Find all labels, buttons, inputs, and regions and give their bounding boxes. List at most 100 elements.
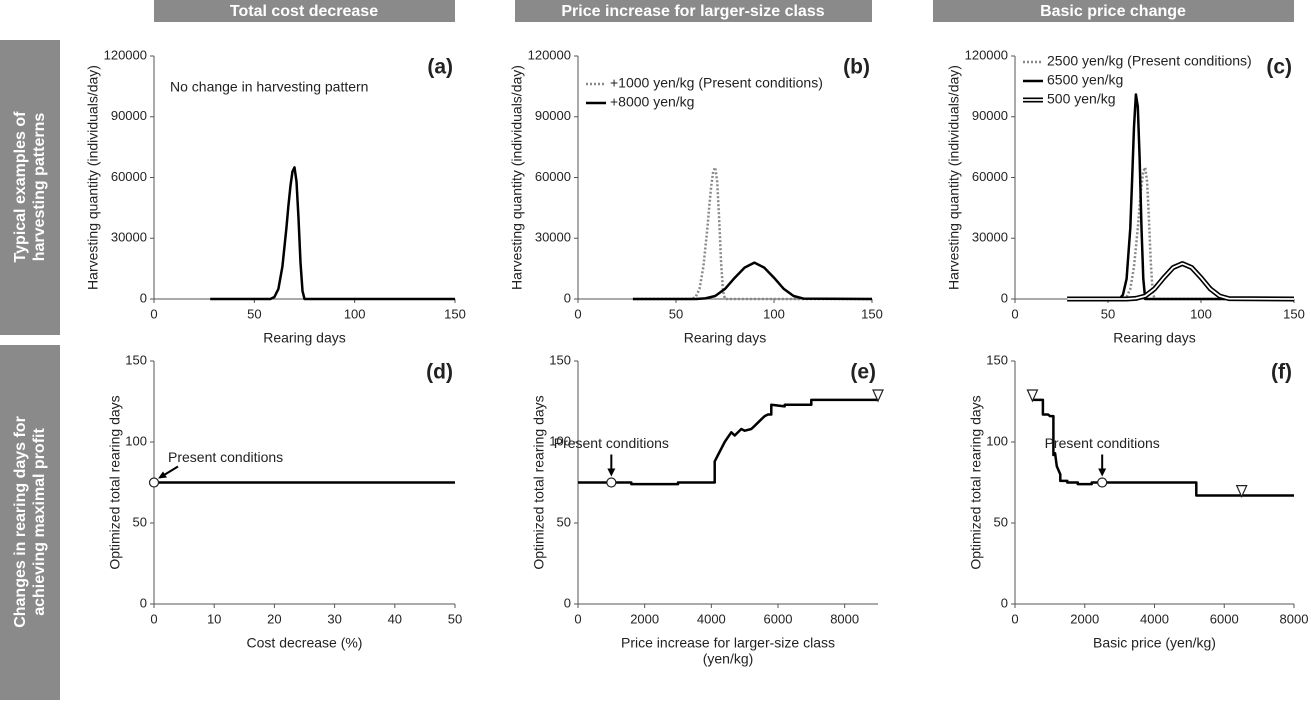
y-tick-label: 50 [557,514,571,529]
row-header-bar [0,345,60,700]
y-tick-label: 50 [133,514,147,529]
x-tick-label: 100 [344,306,366,321]
y-axis-title: Harvesting quantity (individuals/day) [85,65,101,290]
x-axis-title: Rearing days [263,330,346,346]
x-tick-label: 50 [1101,306,1115,321]
column-header-bar [515,0,872,22]
y-axis-title: Optimized total rearing days [107,395,123,569]
column-header-bar [933,0,1294,22]
y-tick-label: 100 [986,433,1008,448]
x-axis-title: (yen/kg) [703,651,754,667]
y-tick-label: 30000 [972,230,1008,245]
y-tick-label: 60000 [111,169,147,184]
panel-label: (e) [850,361,876,384]
x-tick-label: 100 [763,306,785,321]
annotation: No change in harvesting pattern [170,79,368,95]
x-tick-label: 2000 [1070,611,1099,626]
y-tick-label: 90000 [535,108,571,123]
arrow-head [607,468,616,477]
panel-label: (b) [843,56,870,79]
series-line [578,398,878,486]
panel-label: (f) [1271,361,1292,384]
legend-label: 500 yen/kg [1047,91,1116,107]
x-tick-label: 2000 [630,611,659,626]
y-tick-label: 120000 [528,47,571,62]
y-tick-label: 0 [140,290,147,305]
y-tick-label: 30000 [535,230,571,245]
x-axis-title: Basic price (yen/kg) [1093,635,1216,651]
x-tick-label: 0 [574,306,581,321]
x-tick-label: 100 [1190,306,1212,321]
x-tick-label: 30 [327,611,341,626]
column-header: Basic price change [1040,3,1186,20]
x-tick-label: 8000 [830,611,859,626]
y-tick-label: 150 [125,352,147,367]
series-line [1067,166,1294,301]
y-tick-label: 0 [1001,595,1008,610]
row-header: Typical examples of [12,111,29,263]
x-tick-label: 0 [150,306,157,321]
series-line-inner [1067,262,1295,300]
y-tick-label: 100 [125,433,147,448]
x-tick-label: 0 [574,611,581,626]
row-header: Changes in rearing days for [12,416,29,628]
x-tick-label: 4000 [1140,611,1169,626]
x-tick-label: 8000 [1280,611,1309,626]
y-tick-label: 90000 [111,108,147,123]
x-axis-title: Cost decrease (%) [247,635,363,651]
triangle-marker [1026,389,1039,403]
triangle-marker [1235,485,1248,499]
x-tick-label: 6000 [764,611,793,626]
x-tick-label: 0 [150,611,157,626]
x-tick-label: 150 [1283,306,1305,321]
present-point [148,477,160,488]
legend-label: +8000 yen/kg [610,94,694,110]
arrow-head [1098,468,1107,477]
y-tick-label: 0 [140,595,147,610]
y-axis-title: Harvesting quantity (individuals/day) [946,65,962,290]
y-tick-label: 100 [549,433,571,448]
legend-label: 6500 yen/kg [1047,72,1123,88]
y-tick-label: 150 [549,352,571,367]
x-tick-label: 6000 [1210,611,1239,626]
panel-label: (d) [426,361,453,384]
triangle-marker [872,389,884,403]
row-header: harvesting patterns [31,113,48,262]
x-tick-label: 40 [388,611,402,626]
x-tick-label: 0 [1011,611,1018,626]
column-header: Price increase for larger-size class [561,3,824,20]
y-tick-label: 30000 [111,230,147,245]
arrow-head [158,471,167,479]
y-tick-label: 60000 [972,169,1008,184]
column-header-bar [154,0,455,22]
x-axis-title: Rearing days [1113,330,1196,346]
y-tick-label: 90000 [972,108,1008,123]
panel-label: (c) [1266,56,1292,79]
x-tick-label: 0 [1011,306,1018,321]
x-tick-label: 50 [669,306,683,321]
y-axis-title: Harvesting quantity (individuals/day) [509,65,525,290]
y-tick-label: 60000 [535,169,571,184]
y-axis-title: Optimized total rearing days [531,395,547,569]
y-tick-label: 0 [564,595,571,610]
y-tick-label: 150 [986,352,1008,367]
series-line [1067,261,1295,302]
series-line [1032,398,1294,497]
annotation: Present conditions [168,449,283,465]
x-tick-label: 4000 [697,611,726,626]
annotation: Present conditions [554,435,669,451]
x-tick-label: 50 [247,306,261,321]
legend-label: +1000 yen/kg (Present conditions) [610,75,823,91]
y-tick-label: 50 [994,514,1008,529]
series-line [632,261,873,301]
column-header: Total cost decrease [230,3,378,20]
x-tick-label: 10 [207,611,221,626]
x-tick-label: 150 [444,306,466,321]
x-tick-label: 20 [267,611,281,626]
y-tick-label: 120000 [104,47,147,62]
annotation: Present conditions [1045,435,1160,451]
series-line [632,166,872,301]
x-tick-label: 150 [861,306,883,321]
